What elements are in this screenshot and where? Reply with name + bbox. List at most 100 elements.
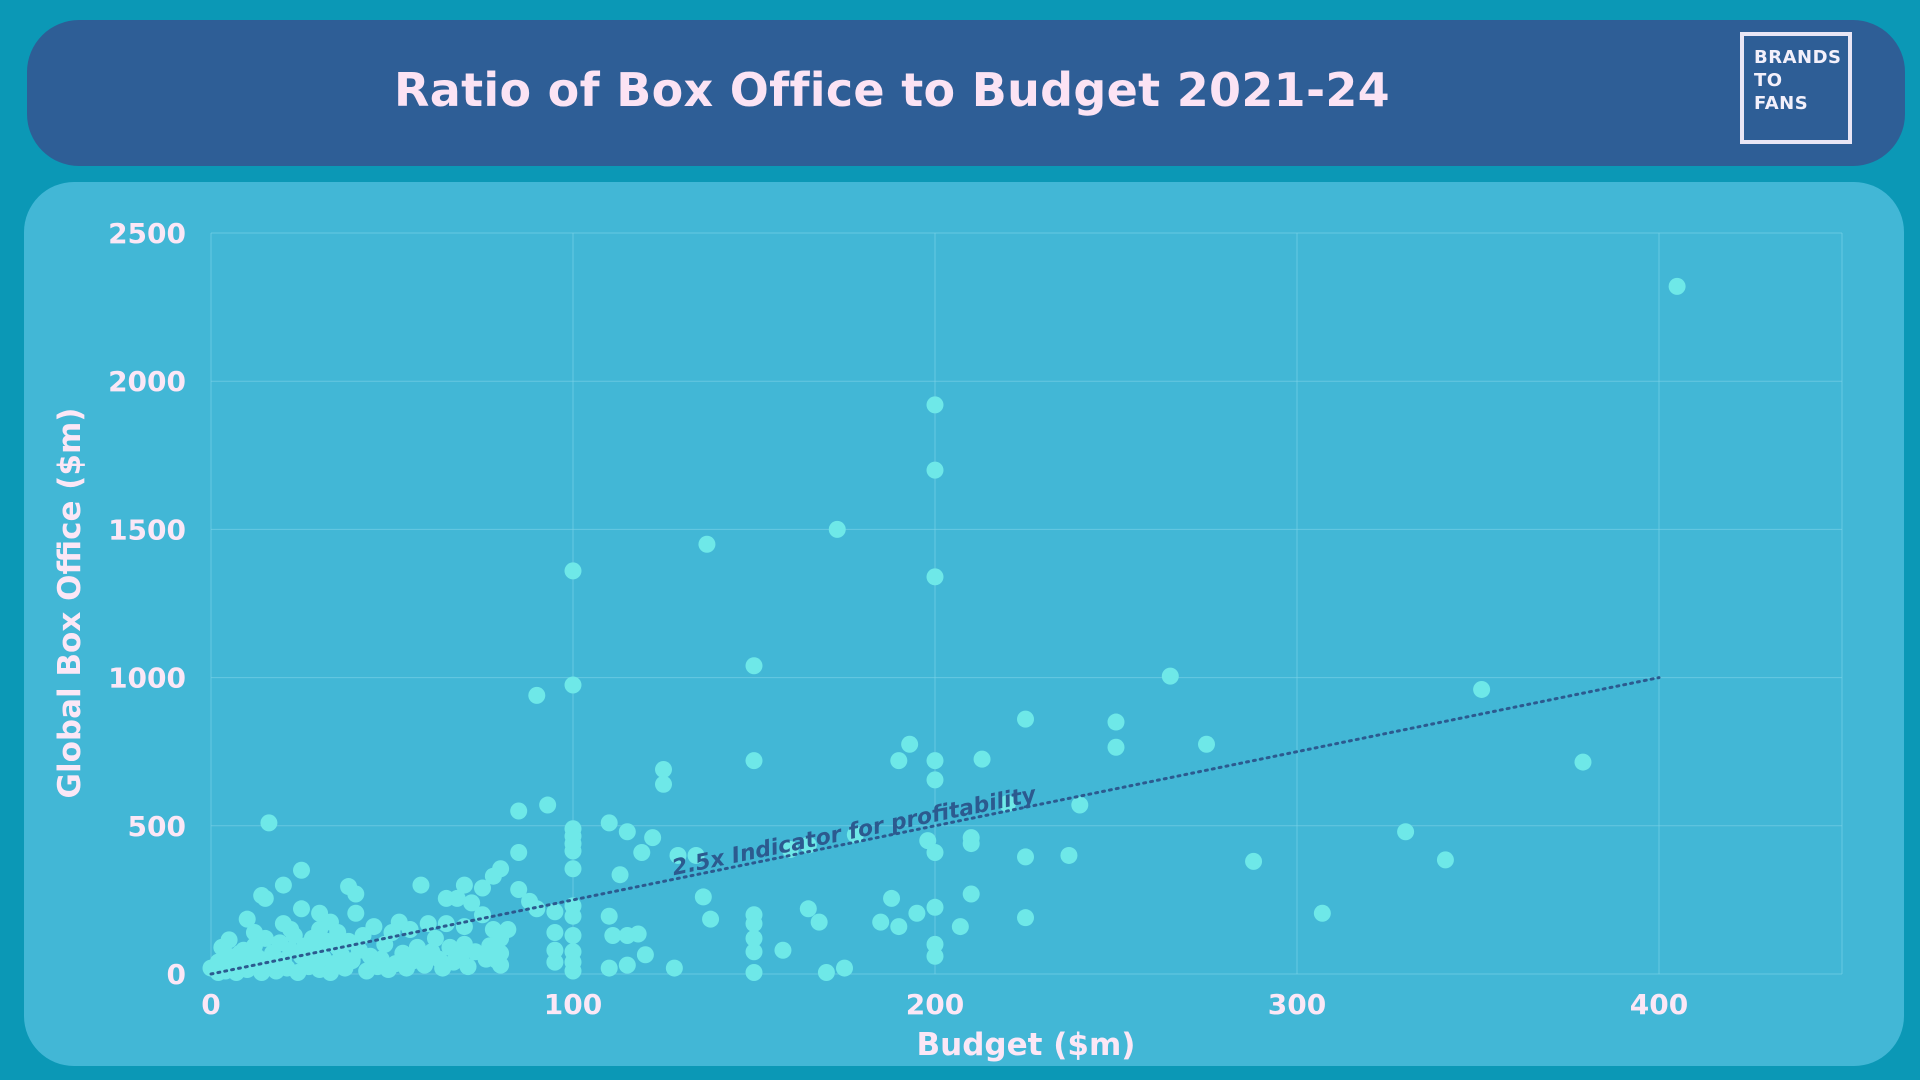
data-point: [329, 924, 347, 942]
data-point: [510, 802, 528, 820]
tick-labels: 0 100 200 300 400 0 500 1000 1500 2000 2500: [108, 217, 1688, 1021]
data-point: [564, 962, 582, 980]
data-point: [799, 836, 817, 854]
data-point: [890, 918, 908, 936]
y-tick-label: 1500: [108, 513, 186, 546]
data-point: [1397, 823, 1415, 841]
data-point: [817, 964, 835, 982]
data-point: [1198, 735, 1215, 753]
data-point: [499, 921, 517, 939]
data-point: [846, 826, 864, 844]
data-point: [633, 843, 651, 861]
data-point: [1668, 277, 1686, 295]
x-tick-label: 0: [201, 988, 220, 1021]
data-point: [238, 910, 256, 928]
data-point: [260, 814, 278, 832]
data-point: [810, 913, 828, 931]
data-point: [488, 952, 506, 970]
data-point: [698, 535, 716, 553]
data-point: [546, 941, 564, 959]
logo-line-1: BRANDS: [1754, 47, 1842, 68]
data-point: [890, 752, 908, 770]
data-point: [604, 926, 622, 944]
data-point: [644, 829, 662, 847]
data-point: [1060, 846, 1078, 864]
data-point: [448, 889, 466, 907]
data-point: [564, 676, 582, 694]
data-point: [1017, 909, 1034, 927]
x-tick-label: 300: [1268, 988, 1326, 1021]
data-point: [1107, 713, 1125, 731]
data-point: [600, 959, 618, 977]
data-point: [1473, 680, 1491, 698]
data-point: [702, 910, 720, 928]
data-points: [202, 277, 1686, 982]
data-point: [293, 900, 310, 918]
y-tick-label: 2500: [108, 217, 186, 250]
data-point: [564, 926, 582, 944]
data-point: [908, 904, 926, 922]
data-point: [883, 889, 901, 907]
data-point: [745, 964, 763, 982]
data-point: [828, 520, 846, 538]
data-point: [618, 823, 636, 841]
data-point: [926, 461, 944, 479]
data-point: [962, 885, 980, 903]
y-tick-label: 2000: [108, 365, 186, 398]
data-point: [1313, 904, 1331, 922]
data-point: [836, 959, 853, 977]
data-point: [694, 888, 712, 906]
data-point: [293, 861, 310, 879]
data-point: [926, 935, 944, 953]
data-point: [564, 842, 582, 860]
x-axis-title: Budget ($m): [917, 1027, 1136, 1063]
header-bar: Ratio of Box Office to Budget 2021-24 BR…: [27, 20, 1905, 166]
data-point: [528, 900, 546, 918]
data-point: [926, 898, 944, 916]
x-tick-label: 400: [1630, 988, 1688, 1021]
data-point: [926, 752, 944, 770]
brand-logo: BRANDS TO FANS: [1740, 32, 1852, 144]
data-point: [459, 958, 477, 976]
data-point: [256, 889, 274, 907]
data-point: [539, 796, 557, 814]
data-point: [474, 906, 491, 924]
data-point: [745, 752, 763, 770]
data-point: [484, 867, 502, 885]
data-point: [901, 735, 919, 753]
y-tick-label: 500: [128, 810, 186, 843]
data-point: [745, 929, 763, 947]
data-point: [655, 775, 672, 793]
data-point: [1017, 848, 1034, 866]
data-point: [629, 925, 647, 943]
data-point: [412, 876, 430, 894]
data-point: [687, 846, 705, 864]
data-point: [455, 876, 473, 894]
data-point: [546, 903, 564, 921]
data-point: [1071, 796, 1089, 814]
data-point: [926, 771, 944, 789]
data-point: [636, 946, 654, 964]
data-point: [347, 904, 365, 922]
data-point: [365, 918, 383, 936]
data-point: [1017, 710, 1034, 728]
data-point: [437, 915, 455, 933]
data-point: [1161, 667, 1179, 685]
data-point: [510, 843, 528, 861]
data-point: [926, 568, 944, 586]
data-point: [416, 956, 434, 974]
data-point: [1107, 738, 1125, 756]
data-point: [481, 937, 499, 955]
data-point: [419, 915, 437, 933]
data-point: [564, 860, 582, 878]
data-point: [745, 915, 763, 933]
data-point: [600, 814, 618, 832]
data-point: [546, 953, 564, 971]
data-point: [1574, 753, 1592, 771]
logo-line-2: TO: [1754, 70, 1783, 91]
data-point: [285, 926, 303, 944]
x-tick-label: 100: [544, 988, 602, 1021]
data-point: [745, 943, 763, 961]
x-tick-label: 200: [906, 988, 964, 1021]
data-point: [745, 657, 763, 675]
